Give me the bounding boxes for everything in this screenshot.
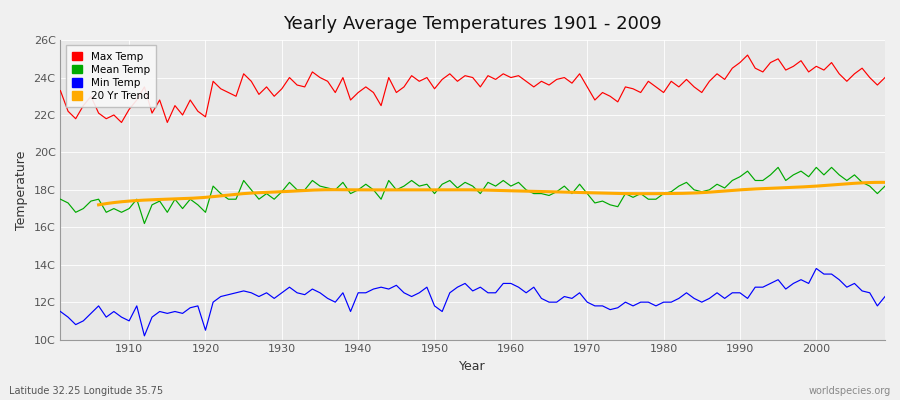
Y-axis label: Temperature: Temperature: [15, 150, 28, 230]
Text: Latitude 32.25 Longitude 35.75: Latitude 32.25 Longitude 35.75: [9, 386, 163, 396]
X-axis label: Year: Year: [459, 360, 486, 373]
Legend: Max Temp, Mean Temp, Min Temp, 20 Yr Trend: Max Temp, Mean Temp, Min Temp, 20 Yr Tre…: [66, 45, 156, 107]
Text: worldspecies.org: worldspecies.org: [809, 386, 891, 396]
Title: Yearly Average Temperatures 1901 - 2009: Yearly Average Temperatures 1901 - 2009: [284, 15, 662, 33]
